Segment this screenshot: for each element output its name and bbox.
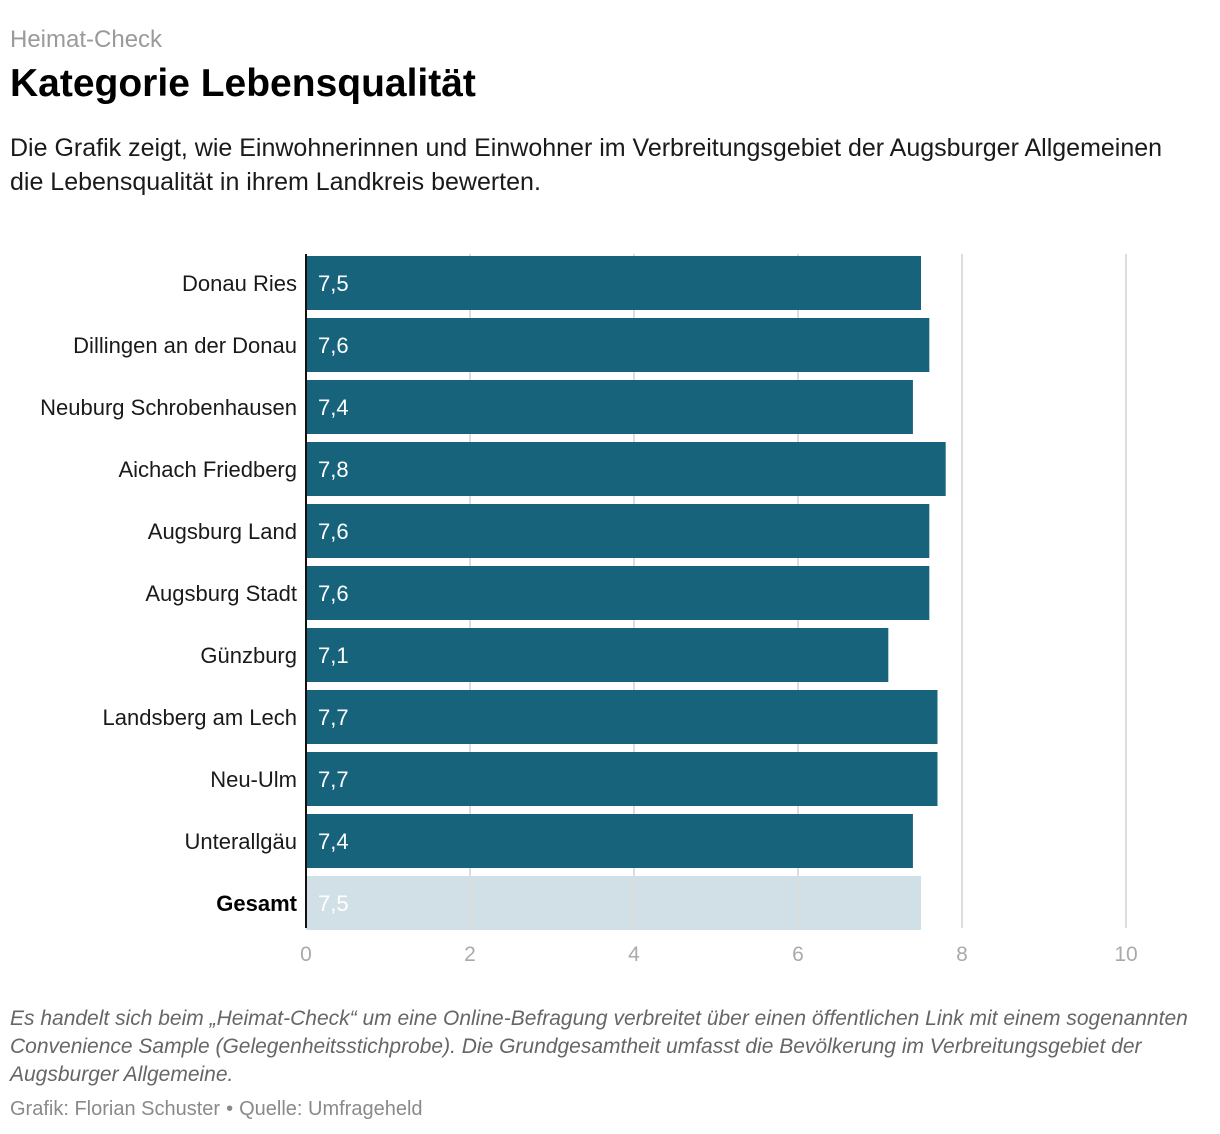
bar-overlay-3	[306, 442, 946, 496]
bar-10	[306, 876, 921, 930]
value-label-10: 7,5	[318, 891, 349, 916]
value-label-6: 7,1	[318, 643, 349, 668]
x-tick-label-0: 0	[300, 943, 312, 966]
value-label-1: 7,6	[318, 333, 349, 358]
x-tick-label-3: 6	[792, 943, 804, 966]
bar-overlay-6	[306, 628, 889, 682]
category-label-8: Neu-Ulm	[210, 767, 297, 792]
credit-source: Quelle: Umfrageheld	[239, 1098, 423, 1120]
bar-overlay-0	[306, 256, 921, 310]
x-tick-label-1: 2	[464, 943, 476, 966]
value-label-5: 7,6	[318, 581, 349, 606]
bar-overlay-2	[306, 380, 913, 434]
chart-title: Kategorie Lebensqualität	[10, 62, 476, 105]
bar-overlay-4	[306, 504, 930, 558]
credit-separator: •	[226, 1098, 234, 1120]
category-label-2: Neuburg Schrobenhausen	[40, 395, 297, 420]
value-label-8: 7,7	[318, 767, 349, 792]
chart-subtitle: Die Grafik zeigt, wie Einwohnerinnen und…	[10, 134, 1163, 196]
credit-author: Grafik: Florian Schuster	[10, 1098, 221, 1120]
bar-overlay-5	[306, 566, 930, 620]
category-label-10: Gesamt	[216, 891, 297, 916]
category-label-1: Dillingen an der Donau	[73, 333, 297, 358]
bar-overlay-1	[306, 318, 930, 372]
category-label-4: Augsburg Land	[148, 519, 297, 544]
category-label-9: Unterallgäu	[184, 829, 297, 854]
bar-overlay-8	[306, 752, 938, 806]
footnote: Es handelt sich beim „Heimat-Check“ um e…	[10, 1007, 1188, 1086]
x-tick-label-5: 10	[1114, 943, 1137, 966]
bar-overlay-9	[306, 814, 913, 868]
value-label-4: 7,6	[318, 519, 349, 544]
bar-chart: Donau Ries 7,5 Dillingen an der Donau 7,6 Ne…	[40, 254, 1138, 966]
chart-kicker: Heimat-Check	[10, 26, 163, 53]
x-tick-label-4: 8	[956, 943, 968, 966]
value-label-0: 7,5	[318, 271, 349, 296]
x-tick-label-2: 4	[628, 943, 640, 966]
category-label-0: Donau Ries	[182, 271, 297, 296]
category-label-6: Günzburg	[200, 643, 297, 668]
category-label-3: Aichach Friedberg	[118, 457, 297, 482]
value-label-3: 7,8	[318, 457, 349, 482]
value-label-9: 7,4	[318, 829, 349, 854]
value-label-2: 7,4	[318, 395, 349, 420]
credit-line: Grafik: Florian Schuster • Quelle: Umfrage…	[10, 1098, 423, 1121]
category-label-7: Landsberg am Lech	[103, 705, 297, 730]
bar-overlay-7	[306, 690, 938, 744]
value-label-7: 7,7	[318, 705, 349, 730]
category-label-5: Augsburg Stadt	[145, 581, 297, 606]
